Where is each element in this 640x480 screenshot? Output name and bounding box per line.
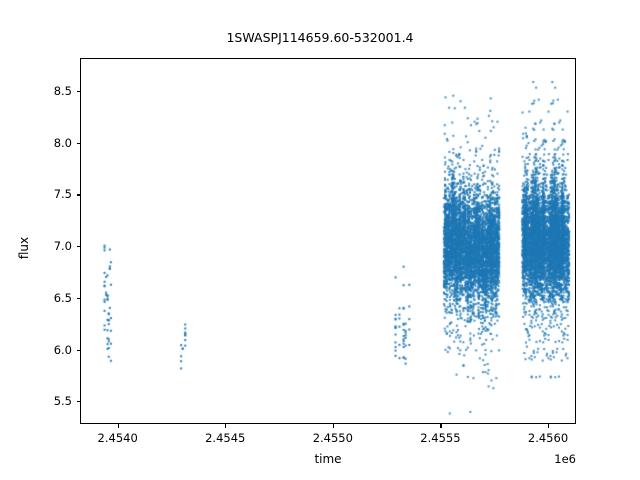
x-tick-label: 2.4560: [527, 431, 569, 445]
x-tick-label: 2.4545: [205, 431, 246, 445]
y-tick-label: 6.5: [53, 290, 72, 305]
x-tick-mark: [117, 424, 119, 428]
x-axis-offset-label: 1e6: [554, 452, 576, 466]
y-tick-mark: [76, 246, 80, 248]
scatter-points-canvas: [81, 59, 577, 425]
y-tick-label: 7.5: [53, 187, 72, 202]
y-axis-label: flux: [17, 236, 31, 260]
y-tick-label: 8.0: [53, 135, 72, 150]
y-tick-mark: [76, 401, 80, 403]
y-tick-mark: [76, 297, 80, 299]
y-tick-mark: [76, 91, 80, 93]
x-tick-label: 2.4550: [312, 431, 353, 445]
y-tick-label: 5.5: [53, 394, 72, 409]
y-tick-label: 8.5: [53, 84, 72, 99]
chart-title: 1SWASPJ114659.60-532001.4: [226, 30, 414, 45]
y-tick-mark: [76, 349, 80, 351]
y-tick-label: 6.0: [53, 342, 72, 357]
x-tick-label: 2.4540: [97, 431, 138, 445]
x-tick-mark: [440, 424, 442, 428]
x-tick-mark: [225, 424, 227, 428]
x-tick-mark: [332, 424, 334, 428]
x-axis-label: time: [314, 452, 342, 466]
y-tick-mark: [76, 142, 80, 144]
y-tick-label: 7.0: [53, 239, 72, 254]
x-tick-label: 2.4555: [420, 431, 461, 445]
x-tick-mark: [548, 424, 550, 428]
plot-axes-area: [80, 58, 577, 425]
y-tick-mark: [76, 194, 80, 196]
